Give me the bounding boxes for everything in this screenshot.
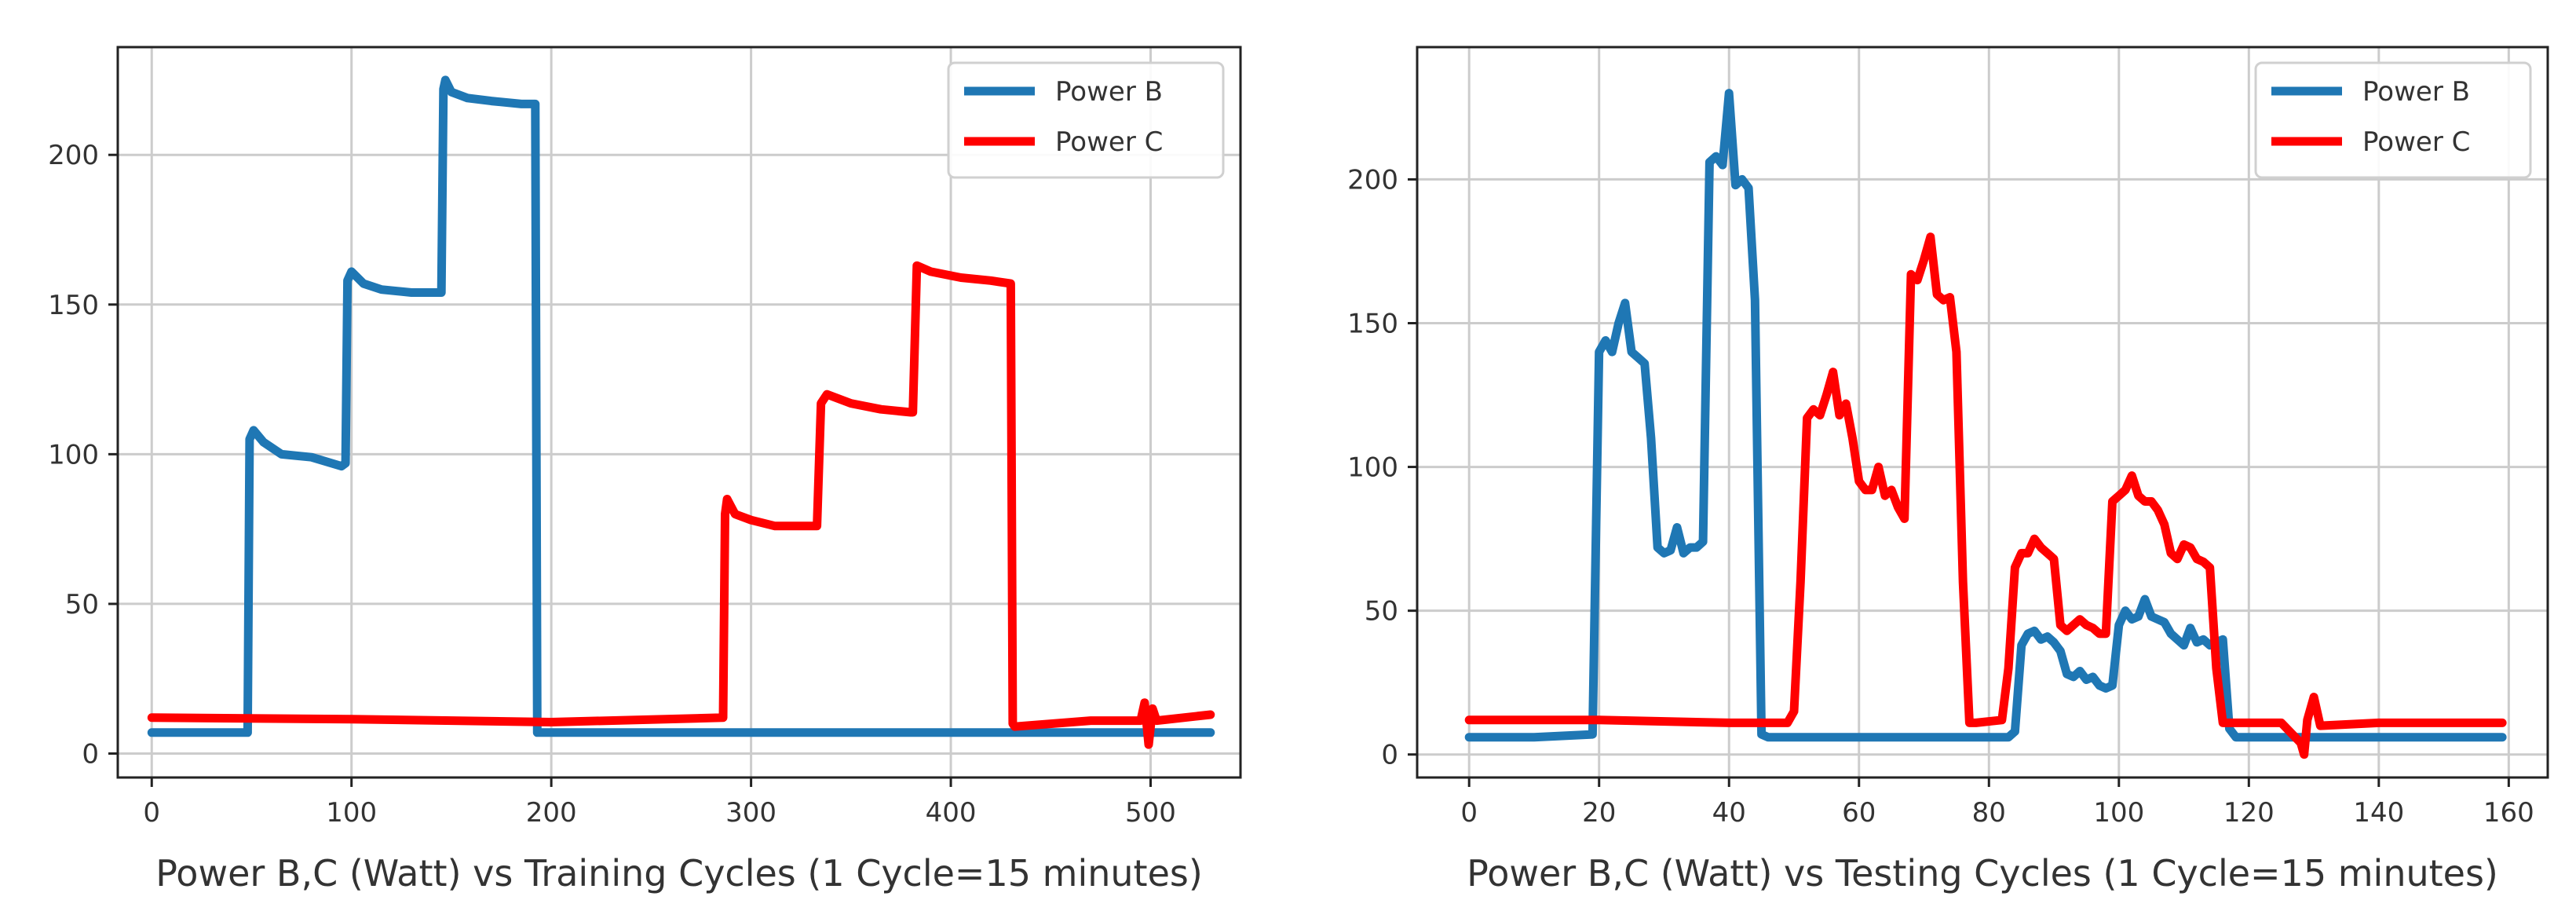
- x-axis-label: Power B,C (Watt) vs Training Cycles (1 C…: [155, 852, 1203, 895]
- y-tick-label: 150: [1347, 308, 1398, 339]
- axes-frame: [1416, 46, 2549, 779]
- x-tick-label: 80: [1972, 797, 2006, 829]
- y-tick-label: 200: [1347, 164, 1398, 196]
- legend-label: Power C: [2362, 126, 2470, 158]
- y-tick-label: 0: [1381, 740, 1398, 771]
- series-line-power-b: [147, 75, 1215, 737]
- x-tick-label: 300: [725, 797, 776, 829]
- x-tick-label: 200: [526, 797, 577, 829]
- x-tick-label: 120: [2223, 797, 2275, 829]
- legend-label: Power B: [2362, 76, 2470, 108]
- x-tick-label: 60: [1842, 797, 1876, 829]
- series-line-power-b: [1464, 89, 2507, 742]
- y-tick-label: 200: [48, 140, 99, 171]
- y-tick-label: 100: [48, 439, 99, 470]
- axes-frame: [116, 46, 1242, 779]
- x-tick-label: 20: [1582, 797, 1616, 829]
- x-tick-label: 400: [926, 797, 977, 829]
- x-tick-label: 100: [2093, 797, 2144, 829]
- legend: Power B Power C: [2254, 61, 2532, 179]
- x-tick-label: 500: [1125, 797, 1176, 829]
- y-tick-label: 0: [82, 739, 99, 770]
- legend-label: Power C: [1055, 126, 1163, 158]
- x-tick-label: 100: [326, 797, 377, 829]
- x-tick-label: 0: [1460, 797, 1478, 829]
- y-tick-label: 50: [65, 589, 99, 620]
- series-line-power-c: [147, 261, 1215, 749]
- y-tick-label: 150: [48, 290, 99, 321]
- x-tick-label: 40: [1712, 797, 1746, 829]
- legend: Power B Power C: [947, 61, 1225, 179]
- x-tick-label: 0: [143, 797, 160, 829]
- chart-2: 0 20 40 60 80 100 120 140 160 0 50 100 150 200 Power B…: [1347, 46, 2549, 895]
- x-axis-label: Power B,C (Watt) vs Testing Cycles (1 Cy…: [1467, 852, 2498, 895]
- x-tick-label: 160: [2483, 797, 2534, 829]
- legend-label: Power B: [1055, 76, 1163, 108]
- x-tick-label: 140: [2353, 797, 2404, 829]
- y-tick-label: 100: [1347, 452, 1398, 484]
- y-tick-label: 50: [1365, 596, 1398, 627]
- series-line-power-c: [1464, 232, 2507, 759]
